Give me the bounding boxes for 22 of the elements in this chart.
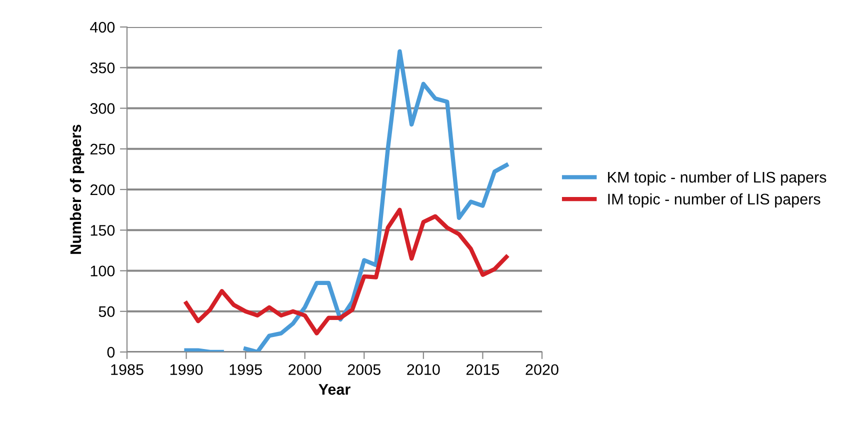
x-axis-title: Year (318, 384, 350, 395)
y-tick-label: 0 (107, 346, 115, 358)
legend-label: IM topic - number of LIS papers (608, 193, 820, 208)
x-tick-label: 2000 (288, 364, 322, 376)
y-tick-label: 350 (90, 62, 115, 74)
x-tick-label: 1990 (170, 364, 203, 376)
y-tick-label: 400 (90, 22, 115, 33)
line-series (184, 208, 509, 336)
x-tick-label: 1985 (111, 364, 144, 376)
x-tick-label: 2005 (348, 364, 380, 376)
y-tick-label: 200 (90, 184, 115, 196)
y-tick-label: 100 (90, 266, 115, 276)
legend-label: KM topic - number of LIS papers (608, 171, 826, 186)
x-tick-label: 1995 (230, 364, 262, 376)
y-tick-label: 250 (90, 144, 115, 155)
y-tick-label: 150 (90, 224, 115, 236)
x-tick-label: 2015 (466, 364, 500, 376)
y-tick-label: 300 (90, 103, 115, 114)
x-tick-label: 2010 (407, 364, 440, 376)
y-tick-label: 50 (98, 306, 115, 318)
y-axis-title: Number of papers (70, 124, 84, 254)
x-tick-label: 2020 (526, 364, 558, 376)
